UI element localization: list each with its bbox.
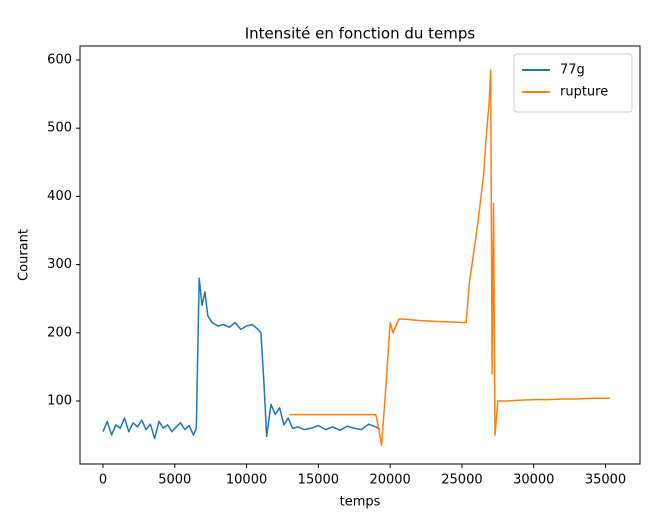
y-tick-label: 100 <box>47 393 72 408</box>
y-tick-label: 200 <box>47 325 72 340</box>
x-tick-label: 10000 <box>226 473 267 488</box>
x-tick-label: 15000 <box>298 473 339 488</box>
x-tick-label: 0 <box>99 473 107 488</box>
y-tick-label: 600 <box>47 52 72 67</box>
legend-label: 77g <box>560 63 585 78</box>
y-tick-label: 500 <box>47 121 72 136</box>
x-tick-label: 20000 <box>369 473 410 488</box>
plot-frame <box>79 45 641 465</box>
x-tick-label: 25000 <box>441 473 482 488</box>
legend-label: rupture <box>560 85 608 100</box>
chart-title: Intensité en fonction du temps <box>245 25 476 43</box>
legend-box <box>513 53 633 113</box>
y-tick-label: 300 <box>47 257 72 272</box>
line-series <box>102 277 381 440</box>
y-tick-label: 400 <box>47 189 72 204</box>
x-tick-label: 30000 <box>513 473 554 488</box>
y-axis-label: Courant <box>17 229 32 281</box>
line-series <box>289 69 610 447</box>
x-axis-label: temps <box>340 495 381 510</box>
x-tick-label: 5000 <box>158 473 191 488</box>
x-tick-label: 35000 <box>585 473 626 488</box>
